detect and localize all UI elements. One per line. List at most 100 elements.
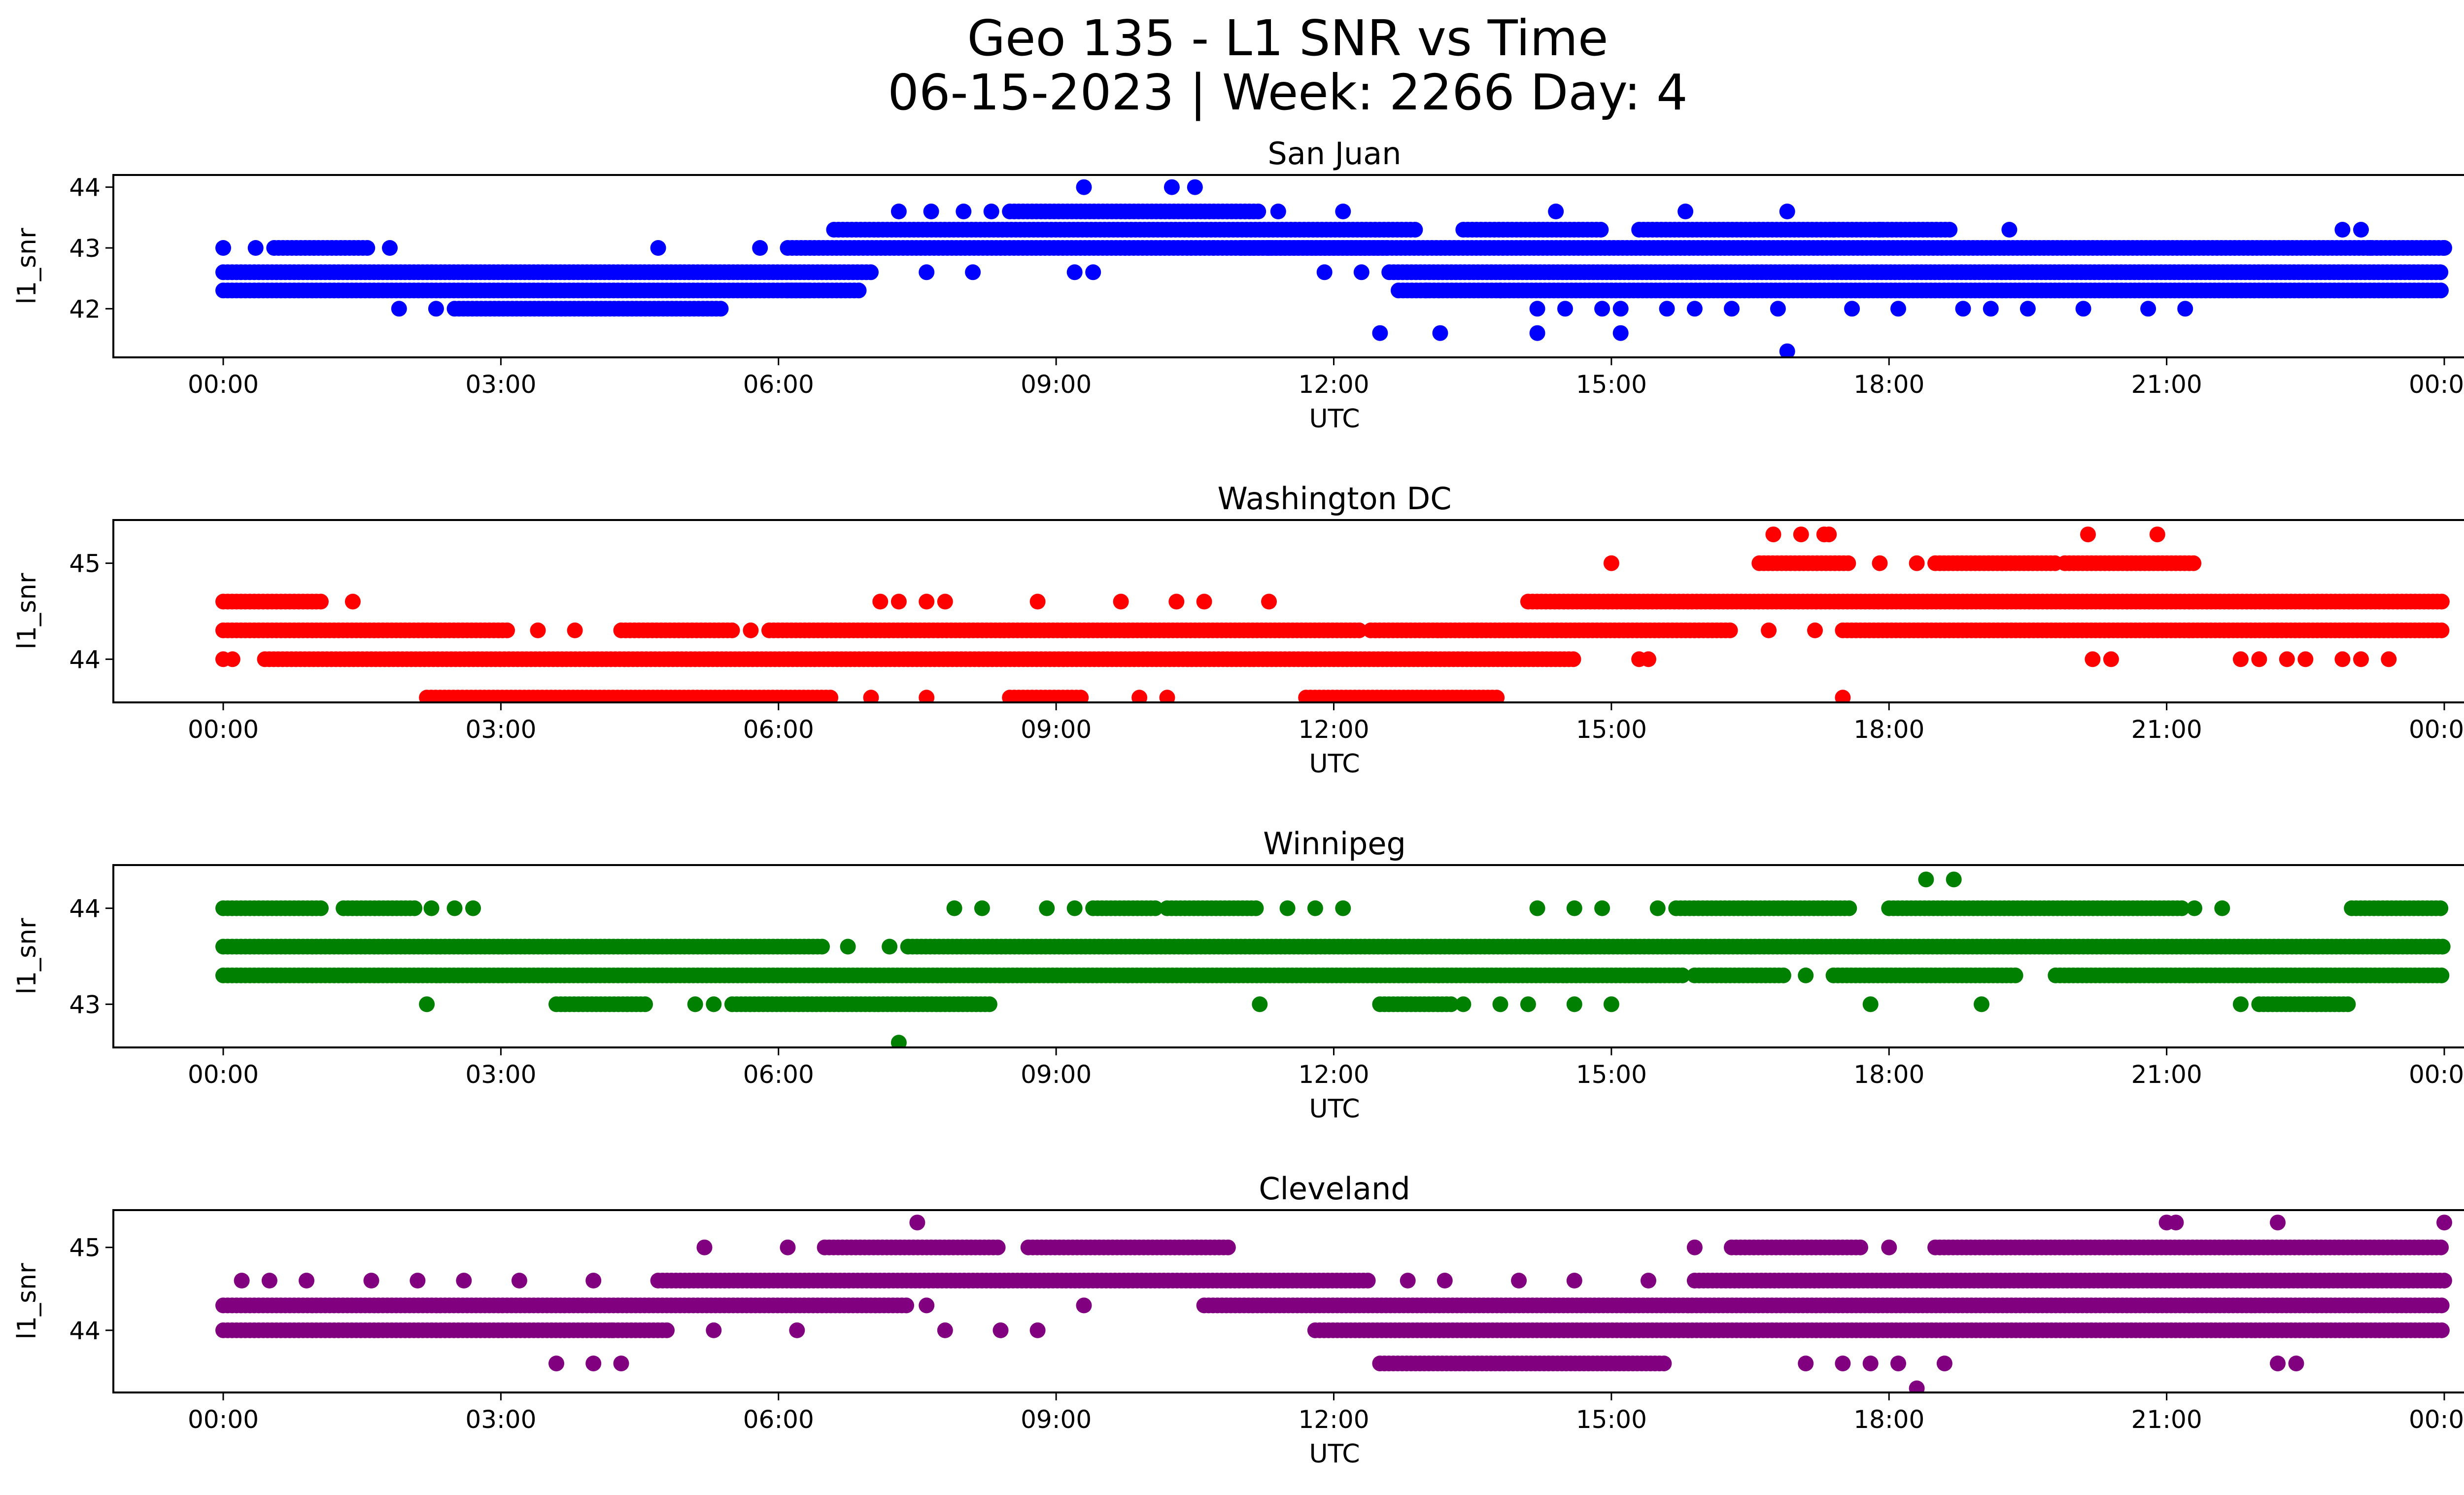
data-point [814, 939, 830, 955]
y-axis-label: l1_snr [12, 228, 42, 305]
data-point [2085, 651, 2101, 667]
data-point [1335, 900, 1351, 916]
data-point [1872, 222, 1888, 238]
x-tick-label: 12:00 [1298, 370, 1369, 399]
data-point [1761, 622, 1777, 638]
data-point [1147, 900, 1164, 916]
data-point [1492, 996, 1508, 1012]
data-point [1029, 593, 1046, 610]
data-point [1432, 325, 1448, 341]
data-point [1164, 179, 1180, 195]
data-point [1841, 900, 1857, 916]
data-point [2433, 1297, 2450, 1314]
data-point [713, 301, 729, 317]
data-point [752, 240, 768, 256]
data-point [1492, 282, 1508, 299]
data-point [2177, 301, 2193, 317]
data-point [919, 593, 935, 610]
y-tick-label: 43 [69, 234, 101, 263]
data-point [1073, 690, 1089, 702]
data-point [1840, 555, 1856, 571]
data-point [1807, 622, 1823, 638]
data-point [1675, 967, 1690, 983]
data-point [706, 996, 722, 1012]
data-point [359, 240, 376, 256]
data-point [2334, 222, 2351, 238]
data-point [446, 900, 463, 916]
data-point [1890, 301, 1906, 317]
data-point [2279, 651, 2295, 667]
data-point [1205, 240, 1222, 256]
data-point [1066, 900, 1083, 916]
data-point [863, 690, 879, 702]
data-point [1261, 240, 1277, 256]
data-point [2353, 222, 2369, 238]
data-point [2434, 939, 2451, 955]
data-point [1353, 264, 1369, 280]
data-point [2019, 301, 2036, 317]
data-point [428, 301, 444, 317]
data-point [2075, 301, 2091, 317]
data-point [863, 264, 879, 280]
subplot-title: San Juan [1267, 136, 1401, 172]
data-point [391, 301, 407, 317]
data-point [1765, 526, 1781, 543]
data-point [937, 593, 953, 610]
data-point [247, 240, 264, 256]
x-tick-label: 00:00 [188, 1060, 259, 1089]
data-point [1316, 264, 1333, 280]
data-point [1942, 222, 1958, 238]
x-tick-label: 03:00 [465, 370, 536, 399]
data-point [1724, 301, 1740, 317]
x-tick-label: 06:00 [743, 370, 814, 399]
data-point [2001, 222, 2018, 238]
data-point [981, 996, 997, 1012]
data-point [1775, 967, 1791, 983]
data-point [1557, 301, 1573, 317]
x-tick-label: 09:00 [1021, 715, 1092, 744]
data-point [1779, 204, 1795, 219]
data-point [2433, 593, 2450, 610]
x-tick-label: 06:00 [743, 715, 814, 744]
x-tick-label: 00:00 [2409, 1060, 2464, 1089]
data-point [1770, 301, 1786, 317]
x-tick-label: 15:00 [1576, 370, 1647, 399]
data-point [974, 900, 990, 916]
data-point [1307, 900, 1323, 916]
scatter-points [215, 179, 2452, 357]
y-tick-label: 44 [69, 895, 101, 923]
data-point [659, 1322, 675, 1338]
data-point [465, 900, 481, 916]
data-point [2340, 996, 2356, 1012]
x-tick-label: 00:00 [188, 715, 259, 744]
data-point [687, 996, 703, 1012]
data-point [1825, 222, 1842, 238]
x-axis-label: UTC [1309, 749, 1360, 779]
data-point [1168, 593, 1185, 610]
data-point [1612, 325, 1629, 341]
data-point [313, 593, 329, 610]
data-point [2433, 622, 2450, 638]
data-point [2214, 900, 2230, 916]
data-point [1187, 179, 1203, 195]
data-point [1131, 690, 1148, 702]
scatter-points [215, 526, 2450, 702]
axes-frame [112, 864, 2464, 1048]
data-point [1529, 900, 1545, 916]
data-point [567, 622, 583, 638]
data-point [743, 622, 759, 638]
data-point [499, 622, 515, 638]
data-point [1085, 264, 1101, 280]
x-axis-label: UTC [1309, 1094, 1360, 1124]
data-point [890, 1035, 907, 1047]
data-point [1196, 593, 1212, 610]
data-point [1372, 325, 1388, 341]
data-point [2353, 651, 2369, 667]
data-point [946, 900, 962, 916]
data-point [919, 690, 935, 702]
data-point [724, 622, 740, 638]
data-point [1955, 301, 1971, 317]
x-tick-label: 15:00 [1576, 1060, 1647, 1089]
